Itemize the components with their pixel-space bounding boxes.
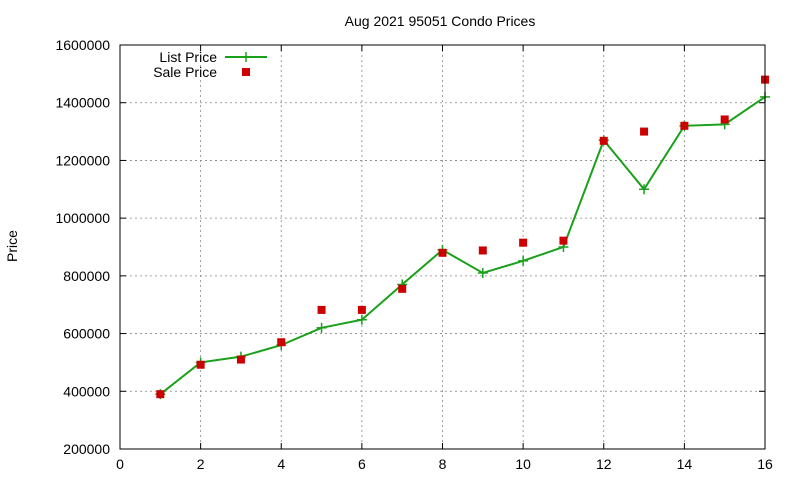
legend-swatch-sale-price: [242, 68, 250, 76]
x-tick-label: 4: [277, 456, 285, 472]
sale-price-point: [398, 284, 407, 293]
list-price-point: [477, 267, 488, 278]
y-tick-label: 200000: [63, 441, 110, 457]
list-price-line: [159, 96, 766, 395]
sale-price-point: [438, 248, 447, 257]
sale-price-point: [357, 305, 366, 314]
sale-price-point: [640, 127, 649, 136]
y-axis-label: Price: [4, 230, 20, 262]
y-tick-label: 600000: [63, 326, 110, 342]
y-tick-label: 1200000: [55, 152, 110, 168]
legend-label-sale-price: Sale Price: [153, 64, 217, 80]
x-tick-label: 0: [116, 456, 124, 472]
sale-price-point: [680, 121, 689, 130]
list-price-point: [639, 184, 650, 195]
plot-series: [155, 75, 770, 400]
sale-price-point: [599, 136, 608, 145]
x-tick-label: 12: [596, 456, 612, 472]
y-tick-label: 1600000: [55, 37, 110, 53]
x-tick-label: 2: [197, 456, 205, 472]
x-tick-label: 6: [358, 456, 366, 472]
x-tick-label: 14: [677, 456, 693, 472]
sale-price-point: [277, 338, 286, 347]
sale-price-point: [236, 355, 245, 364]
list-price-point: [316, 322, 327, 333]
x-tick-label: 10: [515, 456, 531, 472]
sale-price-point: [196, 360, 205, 369]
y-tick-label: 400000: [63, 383, 110, 399]
list-price-point: [518, 255, 529, 266]
legend-marker-list-price: [241, 52, 251, 62]
y-tick-label: 800000: [63, 268, 110, 284]
list-price-point: [356, 314, 367, 325]
sale-price-point: [317, 305, 326, 314]
sale-price-point: [519, 238, 528, 247]
sale-price-point: [559, 236, 568, 245]
y-tick-label: 1000000: [55, 210, 110, 226]
sale-price-point: [156, 390, 165, 399]
x-tick-label: 8: [439, 456, 447, 472]
chart-title: Aug 2021 95051 Condo Prices: [345, 13, 536, 29]
sale-price-point: [478, 246, 487, 255]
plot-border: [119, 44, 766, 450]
x-tick-label: 16: [757, 456, 773, 472]
axis-ticks: 200000 400000 600000 800000 1000000 1200000 14…: [55, 37, 773, 472]
y-tick-label: 1400000: [55, 95, 110, 111]
legend-label-list-price: List Price: [159, 49, 217, 65]
sale-price-point: [720, 115, 729, 124]
